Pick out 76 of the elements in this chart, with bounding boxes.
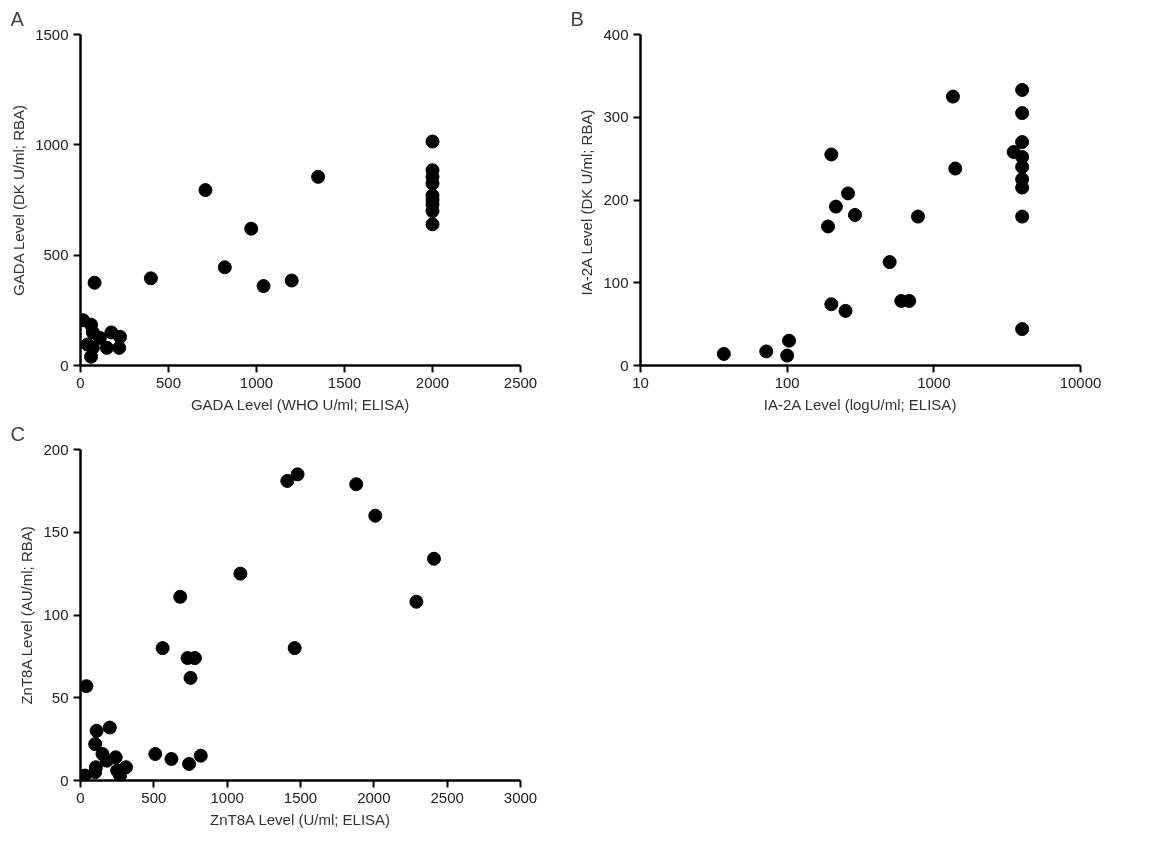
x-axis-title: ZnT8A Level (U/ml; ELISA) [210,810,391,828]
point [92,330,107,345]
point [84,349,99,364]
y-axis-title: IA-2A Level (DK U/ml; RBA) [578,109,596,296]
chart-title: B [570,7,584,30]
point [118,760,133,775]
chart-title: A [10,7,25,30]
point [108,750,123,765]
y-tick-label: 1500 [35,25,69,43]
point [284,273,299,288]
point [193,748,208,763]
point [143,271,158,286]
point [409,594,424,609]
point [368,508,383,523]
x-tick-label: 10 [632,373,649,391]
y-tick-label: 0 [620,356,629,374]
y-tick-label: 150 [43,523,69,541]
x-tick-label: 500 [155,373,182,391]
y-axis-title: GADA Level (DK U/ml; RBA) [10,104,28,296]
x-axis-title: GADA Level (WHO U/ml; ELISA) [190,395,410,413]
point [290,467,305,482]
point [311,169,326,184]
x-tick-label: 1000 [210,788,244,806]
x-tick-label: 2000 [415,373,450,391]
point [113,329,128,344]
y-tick-label: 0 [60,356,69,374]
x-tick-label: 0 [76,373,85,391]
point [173,589,188,604]
y-tick-label: 300 [603,108,629,126]
x-tick-label: 10000 [1059,373,1102,391]
point [287,641,302,656]
x-tick-label: 2500 [503,373,538,391]
x-tick-label: 100 [774,373,800,391]
point [148,747,163,762]
point [233,566,248,581]
y-tick-label: 500 [43,246,69,264]
point [112,340,127,355]
y-tick-label: 1000 [35,135,69,153]
point [217,260,232,275]
point [426,551,441,566]
point [99,340,114,355]
y-tick-label: 400 [603,25,629,43]
x-tick-label: 1500 [327,373,362,391]
x-tick-label: 500 [141,788,167,806]
point [256,279,271,294]
point [164,752,179,766]
y-axis-title: ZnT8A Level (AU/ml; RBA) [18,526,36,705]
y-tick-label: 100 [43,606,69,623]
y-tick-label: 50 [51,688,69,706]
point [89,723,104,738]
x-tick-label: 2500 [430,788,464,806]
x-tick-label: 0 [76,788,85,806]
point [88,737,103,752]
point [425,134,440,149]
x-tick-label: 1000 [917,373,951,391]
point [155,641,170,656]
y-tick-label: 200 [43,440,69,458]
point [87,275,102,290]
point [80,679,94,694]
x-axis-title: IA-2A Level (logU/ml; ELISA) [763,395,957,413]
point [425,217,440,232]
y-tick-label: 100 [603,273,629,291]
point [102,720,117,735]
x-tick-label: 1000 [239,373,274,391]
point [198,183,213,198]
point [349,477,364,492]
point [183,670,198,685]
point [244,221,259,236]
x-tick-label: 1500 [283,788,318,806]
x-tick-label: 3000 [503,788,538,806]
y-tick-label: 0 [60,771,69,789]
point [280,473,295,488]
point [182,756,197,771]
x-tick-label: 2000 [357,788,391,806]
chart-title: C [10,422,25,445]
y-tick-label: 200 [603,191,629,208]
